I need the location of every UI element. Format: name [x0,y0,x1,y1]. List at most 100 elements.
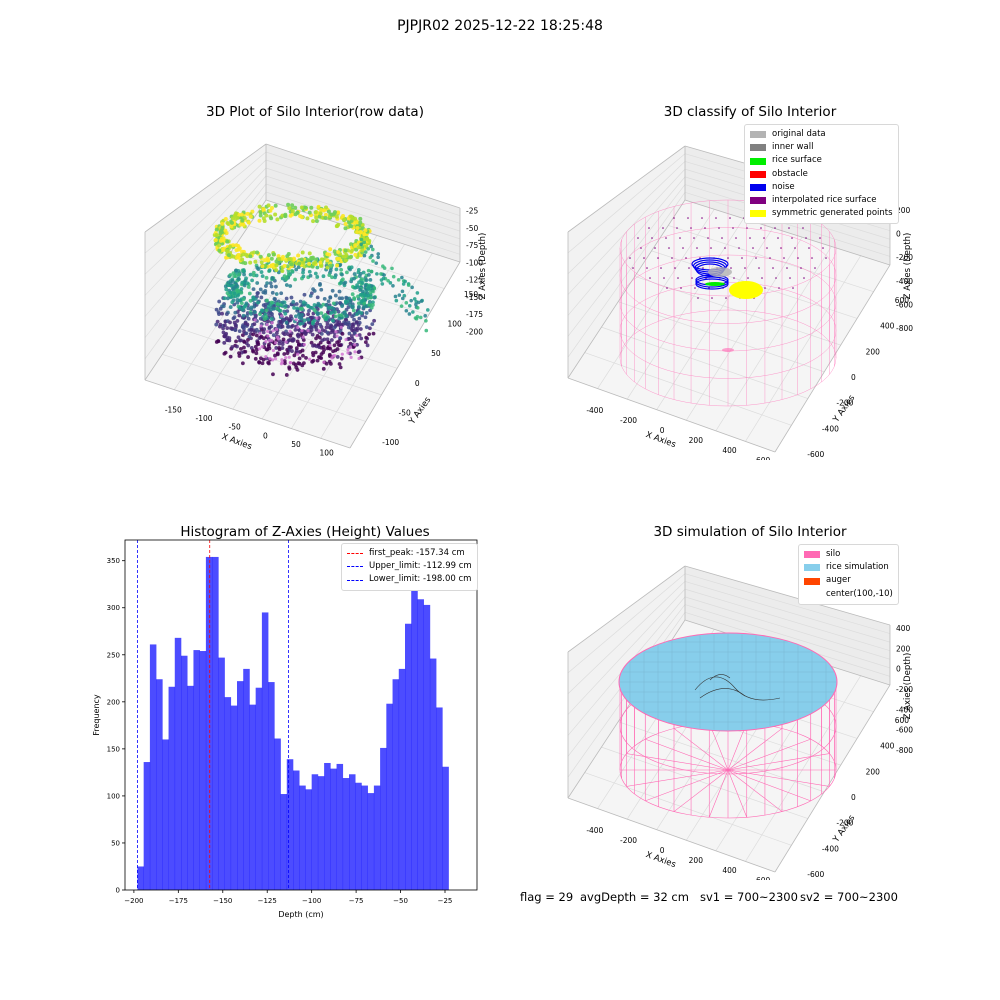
raw-point [237,306,242,310]
raw-point [217,324,222,329]
z-tick-label: 0 [896,665,901,674]
histogram-bar [243,668,250,890]
raw-point [275,351,280,356]
raw-point [357,320,362,325]
silo-floor-spoke [727,738,811,771]
raw-point [323,212,328,217]
raw-point [369,244,374,249]
raw-point [402,293,407,298]
raw-point [235,298,240,302]
raw-point [366,286,371,291]
raw-point [337,316,342,321]
z-tick-label: -200 [466,327,483,336]
raw-point [349,249,354,254]
raw-point [311,219,316,224]
histogram-bar [156,679,163,890]
raw-point [259,334,264,339]
surface-dot [691,277,693,279]
raw-point [361,305,366,310]
x-tick-label: -100 [195,414,212,423]
raw-point [335,334,339,338]
surface-dot [764,287,766,289]
raw-point [229,224,234,229]
raw-point [246,343,251,348]
raw-point [243,321,248,326]
raw-point [328,263,333,268]
raw-point [266,329,270,333]
raw-point [294,267,299,272]
raw-point [217,243,222,248]
x-tick-label: −50 [393,897,408,905]
raw-point [349,355,353,359]
surface-dot [797,257,799,259]
histogram-bar [261,612,269,890]
grid-line [745,675,862,862]
z-tick-label: -150 [466,293,483,302]
raw-point [302,292,307,297]
histogram-bar [181,655,188,890]
surface-dot [783,257,785,259]
grid-line [684,604,891,669]
raw-point [306,304,311,309]
raw-point [246,220,251,225]
surface-dot [629,257,631,259]
raw-point [347,311,352,316]
raw-point [327,305,331,310]
raw-point [233,328,238,333]
raw-point [312,318,317,323]
histogram-bar [174,637,182,890]
raw-point [264,314,268,319]
raw-point [316,301,321,306]
raw-point [310,306,315,310]
box-edge [567,145,686,233]
raw-point [342,217,347,222]
raw-point [233,310,238,315]
raw-point [371,259,375,263]
legend-swatch [804,551,820,559]
raw-point [214,307,219,312]
raw-point [299,205,304,210]
raw-point [271,329,275,333]
raw-point [282,332,287,337]
y-tick-label: -600 [807,870,824,879]
grid-line [144,151,267,254]
raw-point [359,242,363,247]
grid-line [684,191,891,257]
raw-point [225,239,230,244]
raw-point [242,283,247,288]
histogram-bar [237,681,244,890]
grid-line [684,581,891,643]
surface-dot [800,267,802,269]
raw-point [231,286,236,291]
raw-point [317,214,322,219]
raw-point [239,287,244,291]
raw-point [330,275,334,280]
raw-point [301,353,305,358]
raw-point [358,220,363,225]
raw-point [323,205,328,210]
raw-point [224,287,229,292]
raw-point [249,328,254,333]
raw-point [280,324,285,329]
raw-point [239,346,243,351]
raw-point [240,218,245,223]
raw-point [338,336,342,341]
raw-point [358,288,363,292]
raw-point [350,336,355,341]
raw-point [293,277,297,282]
raw-point [289,262,294,267]
x-tick-label: −25 [438,897,453,905]
raw-point [364,335,369,340]
raw-point [340,272,344,277]
raw-point [270,321,274,325]
histogram-bar [311,774,319,890]
raw-point [324,303,329,307]
raw-point [223,216,228,221]
legend-line-sample [347,579,363,581]
surface-dot [710,247,712,249]
chart-title: Histogram of Z-Axies (Height) Values [180,524,430,540]
z-tick-label: -400 [896,277,913,286]
raw-point [367,300,372,304]
x-tick-label: -400 [586,406,603,415]
raw-point [283,303,288,308]
